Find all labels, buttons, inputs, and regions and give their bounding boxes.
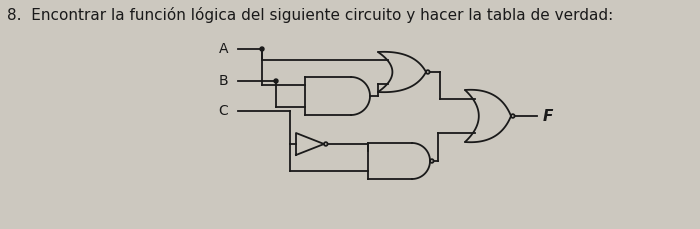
Text: B: B — [218, 74, 228, 88]
Circle shape — [274, 79, 278, 83]
Text: F: F — [542, 109, 553, 123]
Text: A: A — [218, 42, 228, 56]
Text: 8.  Encontrar la función lógica del siguiente circuito y hacer la tabla de verda: 8. Encontrar la función lógica del sigui… — [7, 7, 613, 23]
Text: C: C — [218, 104, 228, 118]
Circle shape — [260, 47, 264, 51]
